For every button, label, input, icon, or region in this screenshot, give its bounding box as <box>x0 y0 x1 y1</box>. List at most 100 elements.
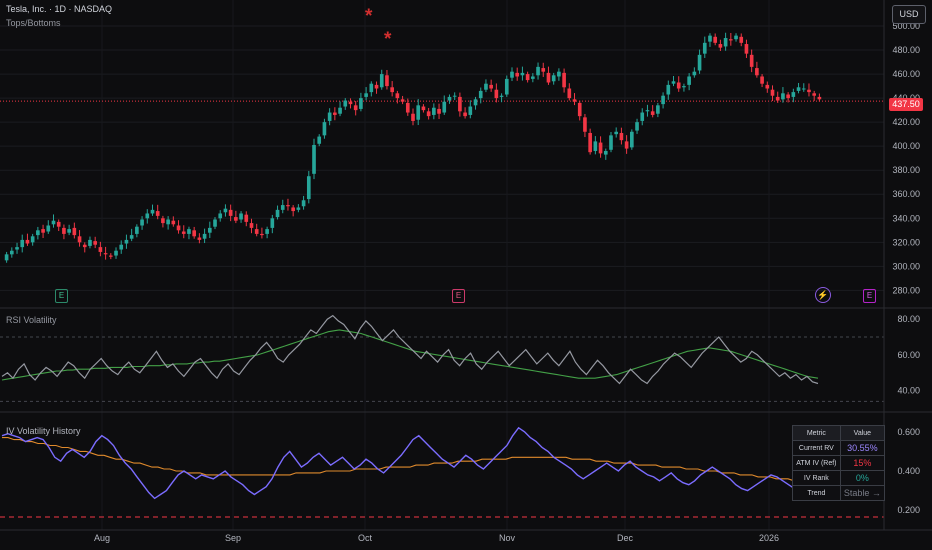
candle-body <box>583 117 587 132</box>
candle-body <box>531 76 535 79</box>
top-star-marker: * <box>384 29 392 50</box>
candle-body <box>140 219 144 226</box>
candle-body <box>359 98 363 109</box>
candle-body <box>551 75 556 82</box>
candle-body <box>400 99 405 102</box>
dividend-event-icon[interactable]: ⚡ <box>815 287 831 303</box>
candle-body <box>489 84 493 89</box>
candle-body <box>369 83 374 93</box>
candle-body <box>213 219 217 227</box>
candle-body <box>150 209 155 214</box>
metric-label: IV Rank <box>792 470 841 486</box>
metric-value: 30.55% <box>839 440 886 456</box>
symbol-header[interactable]: Tesla, Inc. · 1D · NASDAQ <box>6 4 113 14</box>
candle-body <box>770 89 775 96</box>
candle-body <box>640 112 645 121</box>
grid-lines <box>0 0 884 530</box>
candle-body <box>718 44 723 48</box>
candle-body <box>244 214 249 222</box>
time-axis-tick: Oct <box>358 533 373 543</box>
candle-body <box>510 71 514 78</box>
candle-body <box>322 122 327 136</box>
candle-body <box>478 90 483 99</box>
rsi-ma-line <box>1 329 819 381</box>
top-star-marker: * <box>365 6 373 27</box>
candle-body <box>390 87 394 93</box>
candle-body <box>781 93 785 100</box>
price-axis-tick: 380.00 <box>892 165 920 175</box>
candle-body <box>421 106 426 111</box>
candle-body <box>181 231 186 234</box>
candle-body <box>20 239 25 248</box>
candle-body <box>343 100 348 107</box>
candle-body <box>739 36 744 43</box>
iv-ma-line <box>2 437 818 484</box>
event-e-icon[interactable]: E <box>863 289 876 303</box>
candle-body <box>145 213 150 219</box>
last-price-tag: 437.50 <box>889 98 923 111</box>
candle-body <box>734 35 738 40</box>
candle-body <box>333 112 337 115</box>
candle-body <box>609 135 613 150</box>
metric-label: Current RV <box>792 440 841 456</box>
candle-body <box>187 229 191 234</box>
candle-body <box>25 239 30 244</box>
earnings-event-icon[interactable]: E <box>55 289 68 303</box>
iv-series <box>1 426 819 500</box>
candle-body <box>239 213 243 220</box>
candlestick-series <box>4 32 822 263</box>
candle-body <box>432 107 436 115</box>
candle-body <box>593 141 598 151</box>
candle-body <box>447 96 452 101</box>
candle-body <box>176 225 181 231</box>
candle-body <box>426 111 431 117</box>
candle-body <box>682 86 686 88</box>
rsi-axis-tick: 80.00 <box>897 314 920 324</box>
candle-body <box>786 94 790 99</box>
candle-body <box>249 223 254 228</box>
candle-body <box>661 95 665 105</box>
candle-body <box>15 247 19 250</box>
candle-body <box>624 141 629 149</box>
candle-body <box>416 105 421 120</box>
price-axis-tick: 300.00 <box>892 261 920 271</box>
candle-body <box>67 229 71 233</box>
metric-value: 15% <box>839 455 886 471</box>
time-axis-tick: Aug <box>94 533 110 543</box>
candle-body <box>713 36 718 43</box>
candle-body <box>755 68 759 76</box>
candle-body <box>812 93 817 96</box>
metric-value: 0% <box>839 470 886 486</box>
indicator-label[interactable]: Tops/Bottoms <box>6 18 61 28</box>
candle-body <box>317 136 322 144</box>
iv-pane-title[interactable]: IV Volatility History <box>6 426 81 436</box>
candle-body <box>9 250 14 255</box>
candle-body <box>458 96 462 112</box>
metrics-header-row: Metric Value <box>792 425 886 441</box>
candle-body <box>515 72 520 77</box>
candle-body <box>775 96 780 101</box>
currency-button[interactable]: USD <box>892 5 926 24</box>
rsi-series <box>1 314 819 385</box>
rsi-pane-title[interactable]: RSI Volatility <box>6 315 57 325</box>
metrics-row: IV Rank 0% <box>792 470 886 486</box>
candle-body <box>161 218 165 224</box>
candle-body <box>494 89 499 99</box>
candle-body <box>202 233 207 239</box>
candle-body <box>197 237 202 240</box>
candle-body <box>671 81 676 84</box>
candle-body <box>484 83 488 90</box>
earnings-event-icon[interactable]: E <box>452 289 465 303</box>
candle-body <box>364 93 368 97</box>
candle-body <box>807 89 811 93</box>
candle-body <box>411 113 415 121</box>
candle-body <box>791 92 796 97</box>
candle-body <box>234 217 238 221</box>
candle-body <box>614 131 619 135</box>
metrics-header-value: Value <box>839 425 886 441</box>
candle-body <box>557 71 561 77</box>
candle-body <box>82 244 87 248</box>
candle-body <box>348 101 353 105</box>
price-axis-tick: 280.00 <box>892 285 920 295</box>
